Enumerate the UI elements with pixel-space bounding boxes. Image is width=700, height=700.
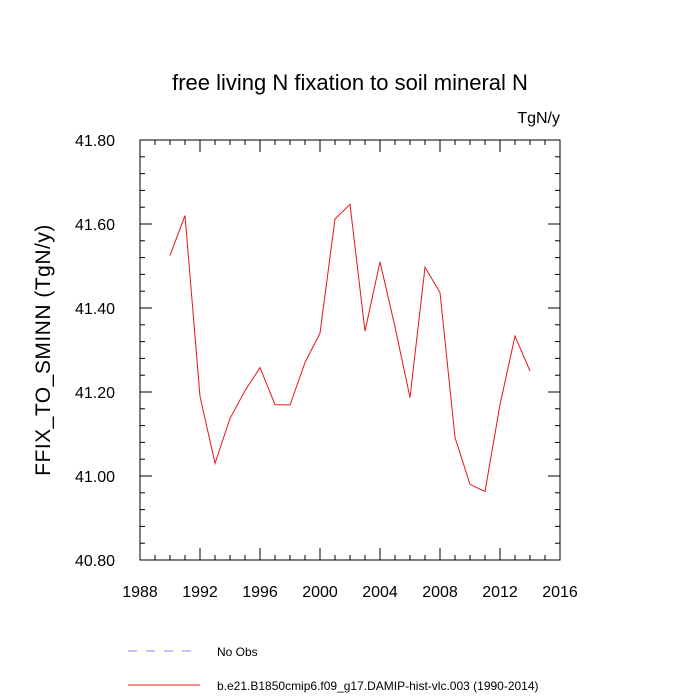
- minor-ticks: [140, 140, 560, 560]
- legend: No Obs b.e21.B1850cmip6.f09_g17.DAMIP-hi…: [128, 645, 539, 693]
- y-tick-label: 41.40: [75, 301, 115, 318]
- legend-label-model: b.e21.B1850cmip6.f09_g17.DAMIP-hist-vlc.…: [217, 679, 539, 693]
- x-axis: 1988 1992 1996 2000 2004 2008 2012 2016: [122, 140, 578, 601]
- x-tick-label: 1988: [122, 584, 158, 601]
- y-tick-label: 41.20: [75, 385, 115, 402]
- x-tick-label: 2012: [482, 584, 518, 601]
- x-tick-label: 1992: [182, 584, 218, 601]
- x-tick-label: 2008: [422, 584, 458, 601]
- series-layer: [169, 203, 531, 493]
- chart-title: free living N fixation to soil mineral N: [172, 70, 528, 95]
- y-axis: 40.80 41.00 41.20 41.40 41.60 41.80: [75, 133, 560, 570]
- y-tick-label: 41.00: [75, 469, 115, 486]
- x-tick-label: 2000: [302, 584, 338, 601]
- x-tick-label: 2016: [542, 584, 578, 601]
- y-tick-label: 41.60: [75, 217, 115, 234]
- y-tick-label: 40.80: [75, 553, 115, 570]
- plot-frame: [139, 139, 561, 561]
- units-label: TgN/y: [517, 110, 560, 127]
- legend-label-no-obs: No Obs: [217, 645, 258, 659]
- series-line: [169, 203, 531, 493]
- y-tick-label: 41.80: [75, 133, 115, 150]
- x-tick-label: 1996: [242, 584, 278, 601]
- x-tick-label: 2004: [362, 584, 398, 601]
- y-axis-label: FFIX_TO_SMINN (TgN/y): [32, 224, 55, 476]
